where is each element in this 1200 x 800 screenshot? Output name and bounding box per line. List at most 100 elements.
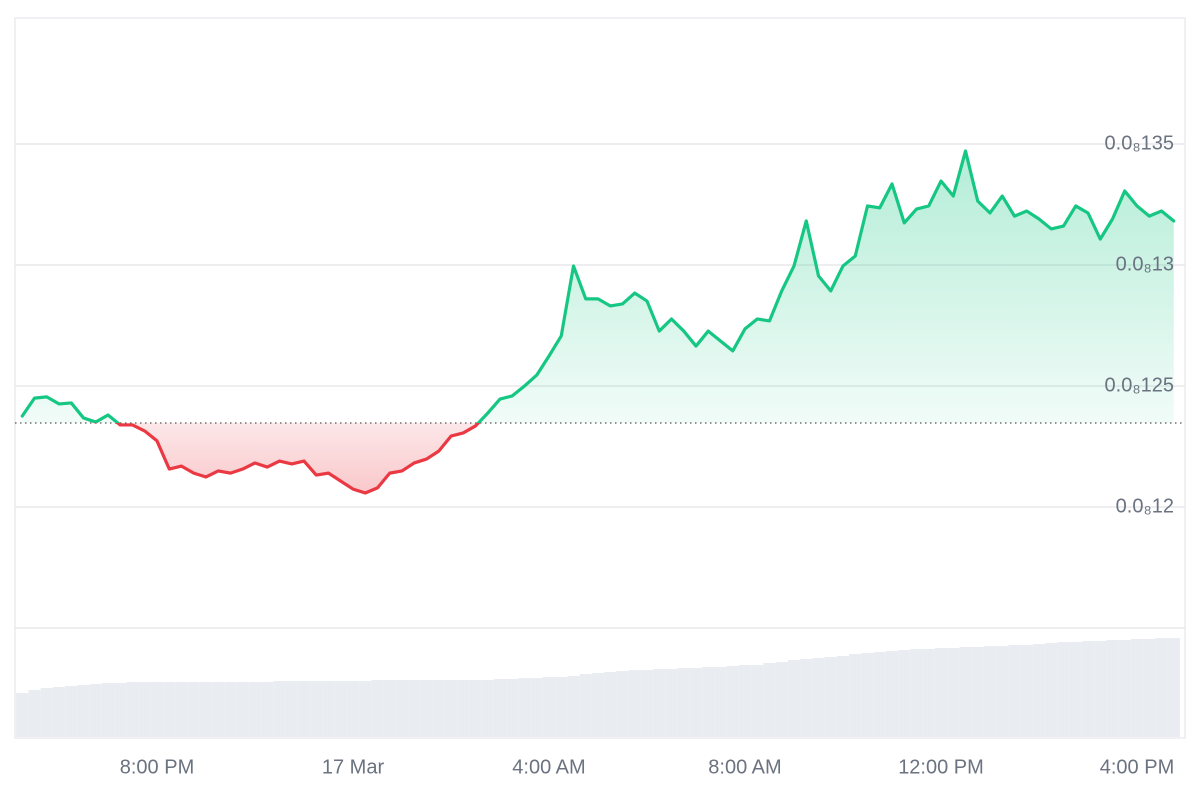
- volume-bar: [1008, 645, 1021, 737]
- volume-bar: [873, 652, 886, 737]
- y-tick-label: 0.0₈125: [1105, 374, 1174, 396]
- volume-bar: [824, 657, 837, 737]
- volume-bar: [812, 658, 825, 737]
- volume-bar: [934, 648, 948, 737]
- volume-bar: [444, 680, 458, 737]
- y-tick-label: 0.0₈135: [1105, 132, 1174, 154]
- volume-bar: [346, 681, 360, 737]
- volume-bar: [187, 682, 200, 737]
- volume-bar: [640, 670, 654, 737]
- x-tick-label: 8:00 PM: [120, 756, 194, 778]
- price-line: [20, 149, 1176, 495]
- volume-bar: [628, 670, 641, 737]
- volume-bar: [910, 649, 923, 737]
- volume-bar: [763, 663, 776, 737]
- volume-bar: [800, 659, 813, 737]
- volume-bar: [836, 656, 850, 737]
- volume-bar: [1143, 639, 1156, 737]
- volume-bar: [738, 665, 752, 737]
- volume-bar: [1045, 643, 1058, 737]
- volume-bar: [126, 682, 139, 737]
- volume-bar: [481, 680, 494, 737]
- volume-bar: [604, 672, 617, 737]
- volume-bar: [849, 654, 862, 737]
- volume-bar: [1155, 638, 1168, 737]
- volume-bars: [16, 638, 1180, 737]
- volume-bar: [322, 681, 335, 737]
- volume-bar: [1069, 642, 1082, 737]
- volume-bar: [775, 662, 788, 737]
- volume-bar: [567, 676, 580, 737]
- volume-bar: [457, 680, 470, 737]
- volume-bar: [261, 682, 274, 737]
- volume-bar: [542, 677, 556, 737]
- x-tick-label: 17 Mar: [322, 756, 385, 778]
- volume-bar: [983, 646, 997, 737]
- y-tick-label: 0.0₈13: [1116, 253, 1174, 275]
- volume-bar: [959, 647, 972, 737]
- volume-bar: [591, 673, 605, 737]
- volume-bar: [469, 680, 482, 737]
- price-plot: [15, 149, 1185, 495]
- volume-bar: [28, 690, 41, 737]
- x-tick-label: 12:00 PM: [898, 756, 984, 778]
- volume-bar: [16, 693, 29, 737]
- volume-bar: [665, 669, 678, 737]
- volume-bar: [114, 683, 127, 737]
- volume-bar: [199, 682, 213, 737]
- volume-bar: [101, 683, 115, 737]
- x-tick-label: 8:00 AM: [708, 756, 781, 778]
- volume-bar: [702, 667, 715, 737]
- volume-bar: [310, 681, 323, 737]
- volume-bar: [52, 687, 66, 737]
- volume-bar: [787, 660, 801, 737]
- volume-bar: [1057, 642, 1070, 737]
- plot-frame: [14, 17, 1186, 739]
- volume-bar: [408, 680, 421, 737]
- volume-bar: [236, 682, 249, 737]
- volume-bar: [922, 649, 935, 737]
- volume-bar: [334, 681, 347, 737]
- volume-bar: [947, 648, 960, 737]
- volume-bar: [506, 679, 519, 737]
- volume-bar: [224, 682, 237, 737]
- volume-bar: [212, 682, 225, 737]
- volume-bar: [1020, 645, 1033, 737]
- volume-bar: [714, 667, 727, 737]
- volume-bar: [1167, 638, 1180, 737]
- volume-bar: [616, 671, 629, 737]
- price-area: [22, 151, 1174, 493]
- x-tick-label: 4:00 PM: [1100, 756, 1174, 778]
- volume-bar: [40, 688, 53, 737]
- volume-bar: [530, 678, 543, 737]
- volume-bar: [432, 680, 445, 737]
- volume-bar: [1130, 639, 1144, 737]
- volume-bar: [150, 682, 164, 737]
- volume-bar: [371, 680, 384, 737]
- volume-bar: [273, 681, 286, 737]
- volume-bar: [653, 669, 666, 737]
- volume-bar: [383, 680, 396, 737]
- volume-bar: [89, 684, 102, 737]
- volume-bar: [420, 680, 433, 737]
- labels: 0.0₈135 0.0₈13 0.0₈125 0.0₈12 8:00 PM 17 Mar 4…: [120, 132, 1174, 778]
- volume-bar: [175, 682, 188, 737]
- volume-bar: [555, 677, 568, 737]
- volume-bar: [861, 653, 874, 737]
- volume-bar: [1106, 640, 1119, 737]
- y-tick-label: 0.0₈12: [1116, 495, 1174, 517]
- volume-bar: [996, 646, 1009, 737]
- volume-bar: [1081, 641, 1095, 737]
- volume-bar: [726, 666, 739, 737]
- volume-bar: [898, 650, 911, 737]
- volume-bar: [971, 647, 984, 737]
- volume-bar: [689, 668, 703, 737]
- volume-bar: [677, 668, 690, 737]
- volume-bar: [359, 681, 372, 737]
- volume-bar: [77, 685, 90, 737]
- volume-bar: [163, 682, 176, 737]
- volume-bar: [65, 686, 78, 737]
- volume-bar: [885, 651, 899, 737]
- volume-bar: [248, 682, 262, 737]
